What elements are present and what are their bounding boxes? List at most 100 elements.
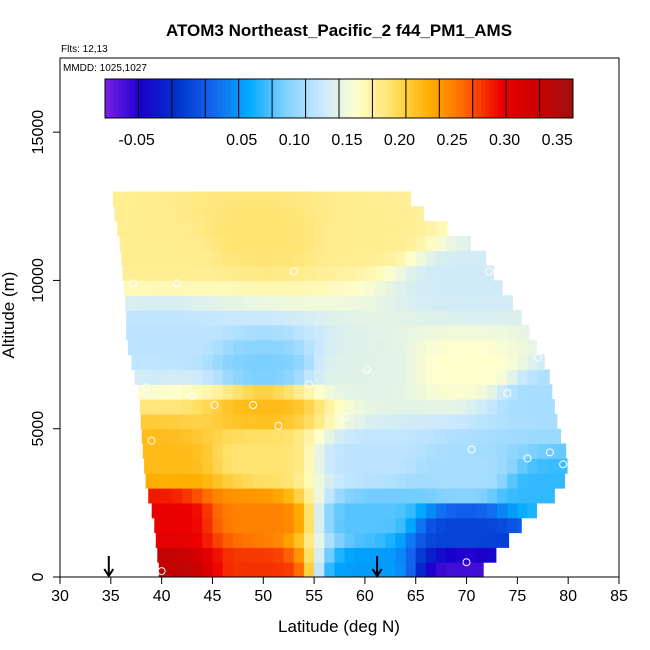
- heatmap-cell: [171, 473, 183, 489]
- heatmap-cell: [119, 235, 122, 252]
- heatmap-cell: [517, 517, 522, 534]
- observation-point: [533, 353, 542, 362]
- heatmap-cell: [202, 339, 214, 356]
- observation-point: [188, 392, 197, 401]
- heatmap-cell: [486, 488, 498, 504]
- heatmap-cell: [121, 191, 132, 207]
- heatmap-cell: [212, 369, 224, 385]
- heatmap-cell: [527, 369, 539, 385]
- colorbar-swatch: [547, 79, 553, 118]
- heatmap-cell: [293, 280, 305, 296]
- heatmap-cell: [324, 502, 336, 519]
- heatmap-cell: [476, 517, 488, 534]
- heatmap-cell: [232, 473, 244, 489]
- colorbar-swatch: [201, 79, 206, 118]
- heatmap-cell: [334, 250, 346, 267]
- heatmap-cell: [497, 324, 508, 341]
- heatmap-cell: [161, 443, 173, 459]
- heatmap-cell: [242, 547, 254, 563]
- heatmap-cell: [334, 280, 346, 296]
- heatmap-cell: [364, 265, 376, 281]
- heatmap-cell: [314, 369, 325, 385]
- heatmap-cell: [293, 354, 305, 370]
- heatmap-cell: [395, 191, 407, 207]
- heatmap-cell: [476, 324, 488, 341]
- colorbar-swatch: [430, 79, 436, 118]
- heatmap-cell: [405, 191, 412, 207]
- heatmap-cell: [161, 280, 173, 296]
- heatmap-cell: [273, 310, 285, 326]
- heatmap-cell: [293, 191, 305, 207]
- heatmap-cell: [192, 310, 203, 326]
- heatmap-cell: [324, 250, 336, 267]
- heatmap-cell: [293, 295, 305, 311]
- heatmap-cell: [283, 473, 295, 489]
- heatmap-cell: [334, 413, 346, 430]
- heatmap-cell: [497, 443, 508, 459]
- heatmap-cell: [446, 502, 457, 519]
- colorbar-tick-labels: -0.05 0.05 0.10 0.15 0.20 0.25 0.30 0.35: [118, 132, 573, 149]
- heatmap-cell: [192, 473, 203, 489]
- heatmap-cell: [171, 532, 183, 548]
- heatmap-cell: [222, 384, 234, 400]
- colorbar-swatch: [230, 79, 236, 118]
- heatmap-cell: [476, 384, 488, 400]
- heatmap-cell: [141, 413, 153, 430]
- colorbar-swatch: [552, 79, 557, 118]
- heatmap-cell: [283, 428, 295, 445]
- heatmap-cell: [436, 532, 447, 548]
- heatmap-cell: [222, 310, 234, 326]
- heatmap-cell: [157, 547, 163, 563]
- heatmap-cell: [126, 310, 132, 326]
- heatmap-cell: [303, 413, 315, 430]
- heatmap-cell: [293, 324, 305, 341]
- heatmap-cell: [324, 221, 336, 237]
- heatmap-cell: [527, 502, 537, 519]
- heatmap-cell: [324, 354, 336, 370]
- heatmap-cell: [253, 206, 264, 222]
- colorbar-swatch: [506, 79, 511, 118]
- heatmap-cell: [303, 562, 315, 577]
- colorbar-swatch: [414, 79, 419, 118]
- heatmap-cell: [273, 384, 285, 400]
- heatmap-cell: [161, 191, 173, 207]
- heatmap-cell: [425, 295, 437, 311]
- heatmap-cell: [273, 235, 285, 252]
- heatmap-cell: [182, 428, 193, 445]
- colorbar-swatch: [443, 79, 449, 118]
- colorbar-swatch: [330, 79, 336, 118]
- heatmap-cell: [364, 221, 376, 237]
- heatmap-cell: [415, 369, 427, 385]
- heatmap-cell: [497, 517, 508, 534]
- heatmap-cell: [141, 191, 153, 207]
- heatmap-cell: [222, 517, 234, 534]
- heatmap-cell: [334, 235, 346, 252]
- heatmap-cell: [202, 547, 214, 563]
- x-tick-label: 40: [153, 588, 171, 605]
- heatmap-cell: [303, 339, 315, 356]
- heatmap-cell: [161, 369, 173, 385]
- heatmap-cell: [253, 265, 264, 281]
- colorbar-swatch: [460, 79, 465, 118]
- heatmap-cell: [253, 339, 264, 356]
- heatmap-cell: [415, 324, 427, 341]
- heatmap-cell: [507, 488, 518, 504]
- heatmap-cell: [537, 488, 549, 504]
- heatmap-cell: [385, 324, 396, 341]
- heatmap-cell: [151, 384, 163, 400]
- heatmap-cell: [354, 443, 366, 459]
- heatmap-cell: [334, 458, 346, 474]
- heatmap-cell: [324, 206, 336, 222]
- heatmap-cell: [182, 250, 193, 267]
- heatmap-cell: [415, 413, 427, 430]
- heatmap-cell: [436, 458, 447, 474]
- heatmap-cell: [273, 206, 285, 222]
- heatmap-cell: [425, 488, 437, 504]
- heatmap-cell: [385, 532, 396, 548]
- heatmap-cell: [375, 502, 386, 519]
- heatmap-cell: [558, 443, 567, 459]
- heatmap-cell: [405, 295, 417, 311]
- observation-markers: [111, 267, 568, 576]
- heatmap-cell: [507, 354, 518, 370]
- heatmap-cell: [161, 473, 173, 489]
